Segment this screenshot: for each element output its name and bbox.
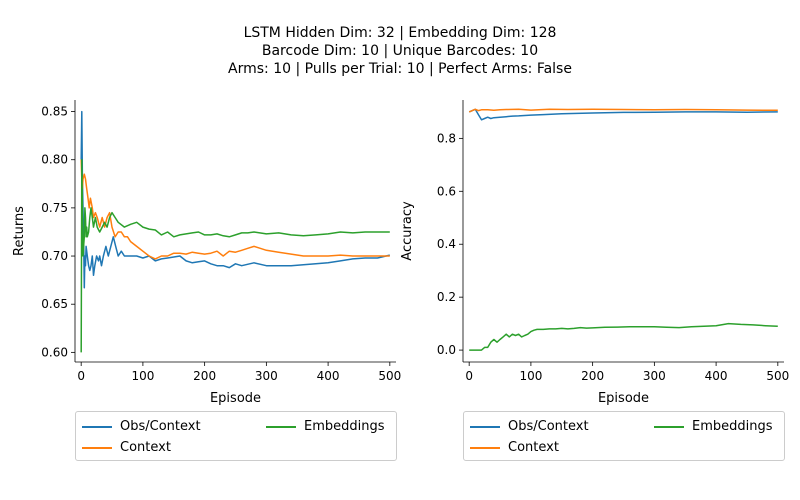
y-tick-label: 0.8 — [437, 131, 456, 145]
series-line-context — [80, 159, 390, 260]
x-tick-label: 100 — [131, 369, 154, 383]
legend-swatch — [82, 447, 112, 449]
returns-plot: 0 100 200 300 400 500 0.60 0.65 0.70 0.75 0.80 0.85… — [12, 100, 401, 406]
legend-swatch — [654, 426, 684, 428]
legend-swatch — [82, 426, 112, 428]
legend-label: Obs/Context — [120, 419, 201, 434]
x-tick-label: 500 — [766, 369, 789, 383]
x-tick-label: 0 — [465, 369, 473, 383]
x-tick-label: 200 — [193, 369, 216, 383]
x-tick-label: 0 — [77, 369, 85, 383]
x-tick-label: 400 — [705, 369, 728, 383]
y-tick-label: 0.85 — [41, 105, 68, 119]
y-tick-label: 0.0 — [437, 343, 456, 357]
series-line-obs-context — [468, 108, 778, 121]
y-tick-label: 0.2 — [437, 290, 456, 304]
y-tick-label: 0.4 — [437, 237, 456, 251]
y-tick-label: 0.75 — [41, 201, 68, 215]
y-tick-label: 0.80 — [41, 153, 68, 167]
y-axis-label: Returns — [12, 206, 27, 256]
x-tick-label: 200 — [581, 369, 604, 383]
y-tick-label: 0.65 — [41, 297, 68, 311]
accuracy-plot: 0 100 200 300 400 500 0.0 0.2 0.4 0.6 0.8 Episode Ac… — [400, 100, 789, 406]
title-line-2: Barcode Dim: 10 | Unique Barcodes: 10 — [261, 43, 539, 59]
title-line-3: Arms: 10 | Pulls per Trial: 10 | Perfect… — [228, 61, 572, 77]
y-tick-label: 0.6 — [437, 184, 456, 198]
returns-legend: Obs/Context Context Embeddings — [75, 411, 397, 461]
x-tick-label: 500 — [378, 369, 401, 383]
x-axis-label: Episode — [210, 391, 261, 406]
legend-label: Obs/Context — [508, 419, 589, 434]
y-axis-label: Accuracy — [400, 201, 415, 261]
x-tick-label: 300 — [255, 369, 278, 383]
legend-label: Context — [120, 440, 171, 455]
legend-label: Embeddings — [692, 419, 773, 434]
accuracy-legend: Obs/Context Context Embeddings — [463, 411, 785, 461]
legend-label: Context — [508, 440, 559, 455]
y-tick-label: 0.70 — [41, 249, 68, 263]
x-tick-label: 300 — [643, 369, 666, 383]
title-line-1: LSTM Hidden Dim: 32 | Embedding Dim: 128 — [243, 25, 557, 41]
x-tick-label: 100 — [519, 369, 542, 383]
series-line-obs-context — [80, 110, 390, 289]
legend-swatch — [470, 447, 500, 449]
series-line-embeddings — [80, 158, 390, 353]
series-line-context — [468, 108, 778, 113]
legend-swatch — [470, 426, 500, 428]
legend-swatch — [266, 426, 296, 428]
x-axis-label: Episode — [598, 391, 649, 406]
legend-label: Embeddings — [304, 419, 385, 434]
y-tick-label: 0.60 — [41, 345, 68, 359]
x-tick-label: 400 — [317, 369, 340, 383]
series-line-embeddings — [469, 322, 778, 351]
